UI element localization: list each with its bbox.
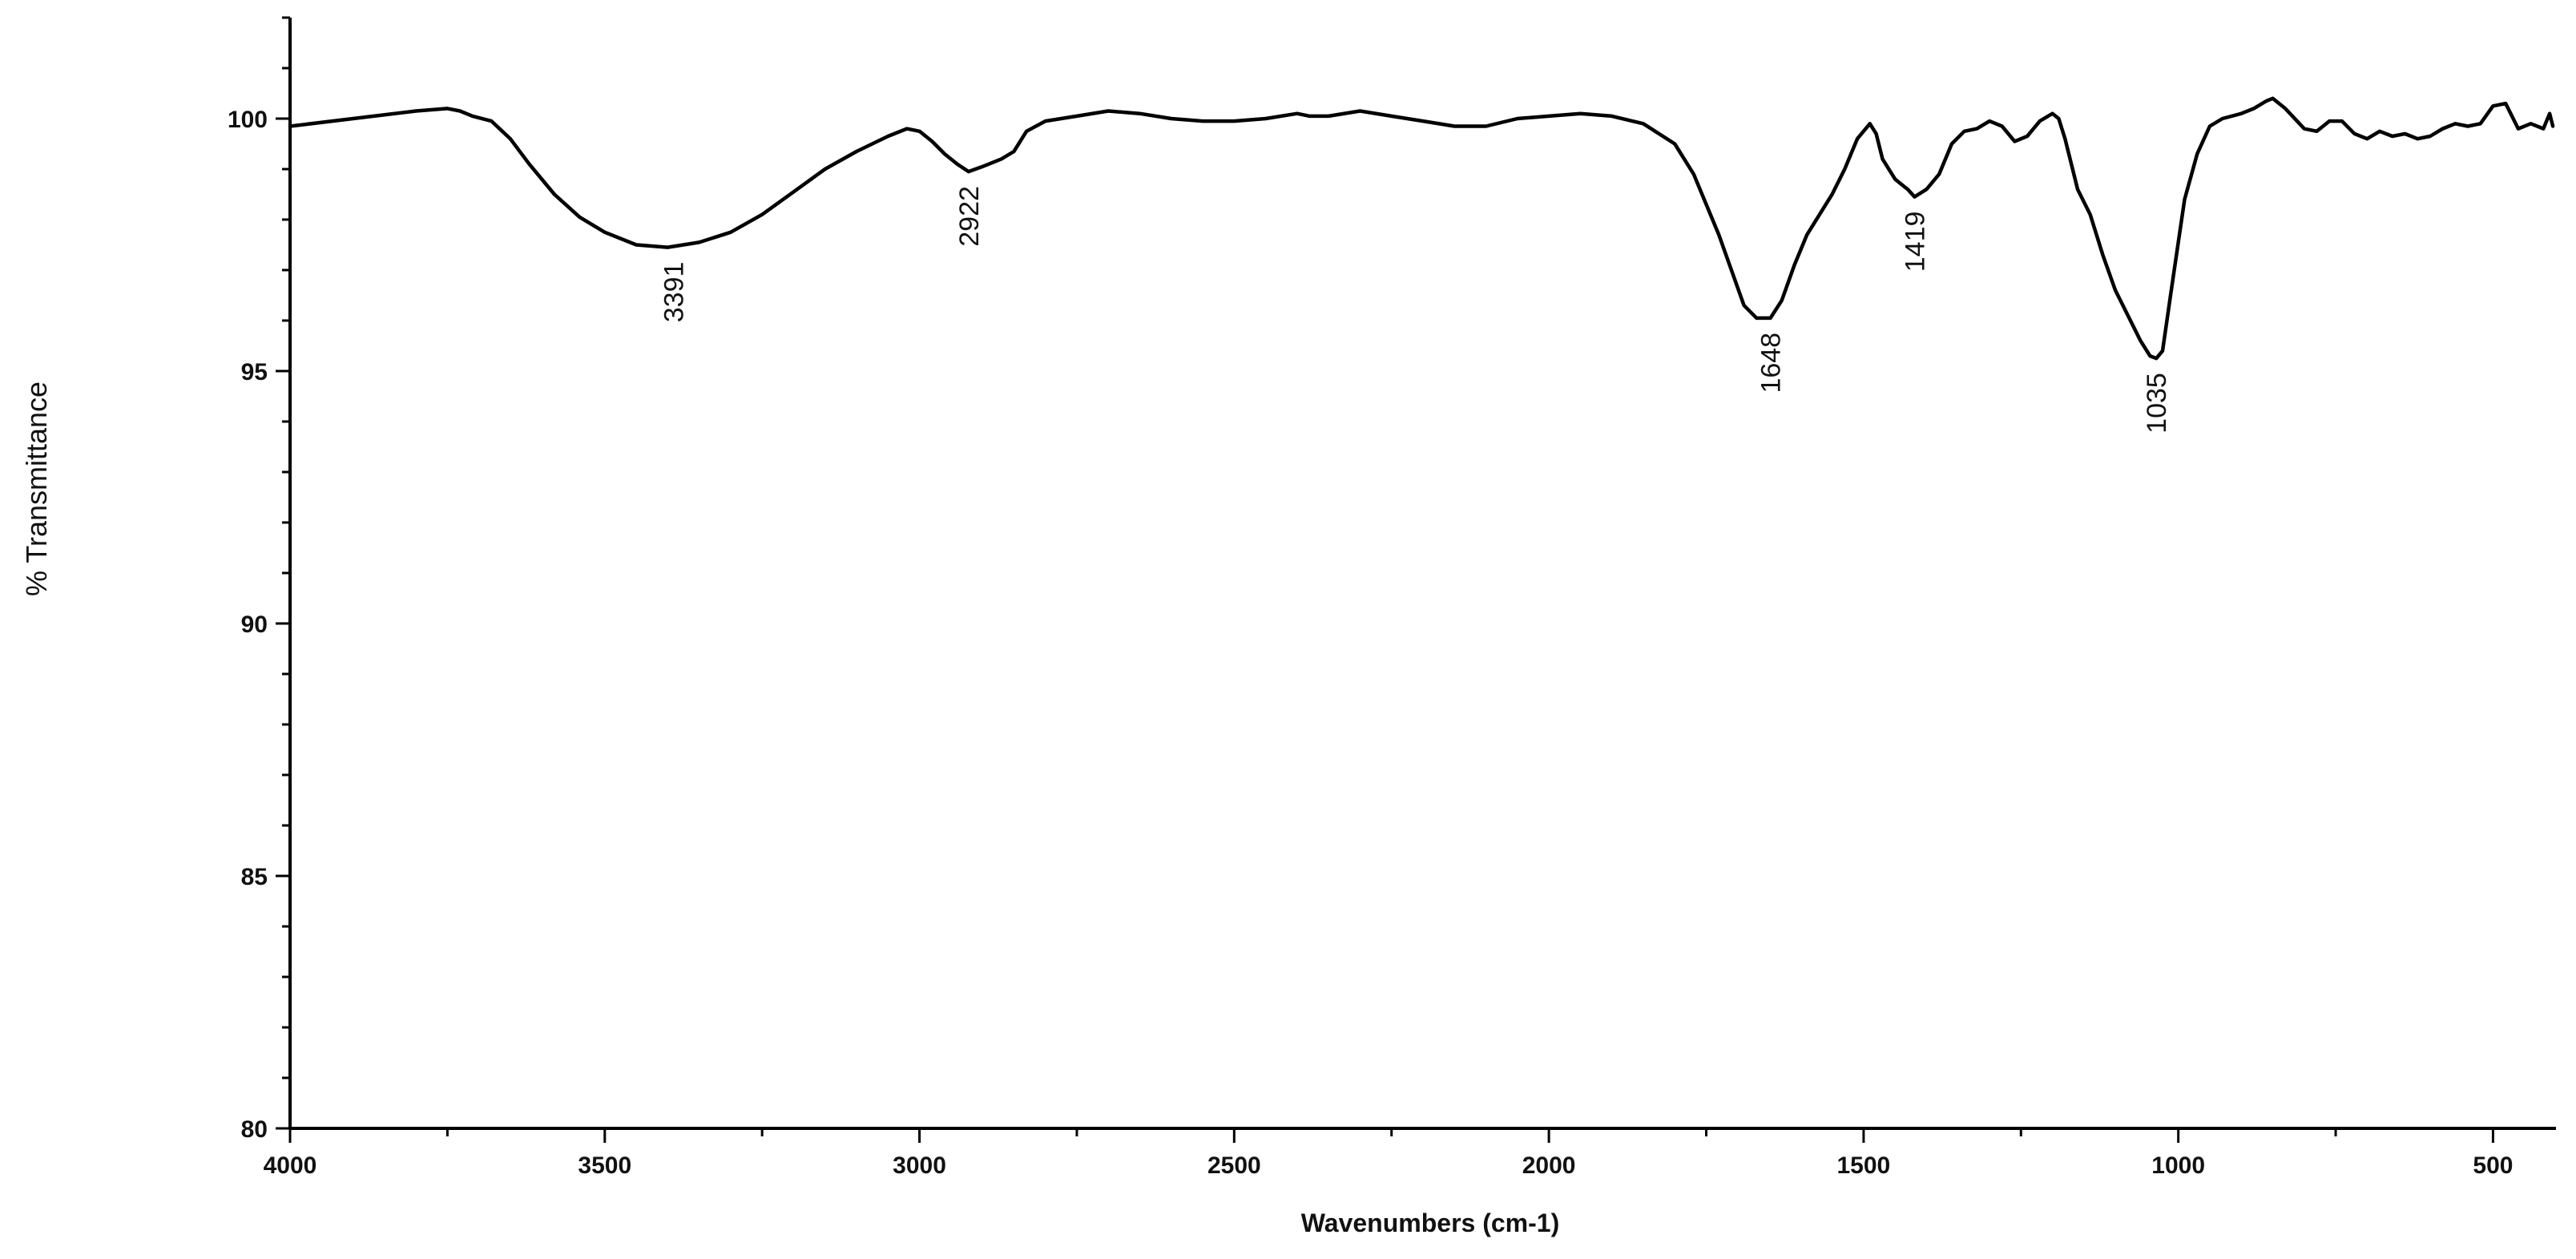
peak-label-2922: 2922	[954, 186, 985, 247]
y-tick-label: 100	[228, 107, 268, 133]
y-axis: 80 85 90 95 100	[228, 16, 290, 1143]
series-layer	[288, 96, 2555, 361]
peak-label-1648: 1648	[1756, 333, 1787, 393]
peak-label-1035: 1035	[2142, 373, 2172, 434]
spectrum-line	[288, 96, 2555, 361]
x-axis: 4000 3500 3000 2500 2000 1500 1000 500	[264, 1128, 2513, 1179]
x-tick-label: 2000	[1522, 1152, 1576, 1179]
x-tick-label: 3000	[893, 1152, 946, 1179]
y-tick-label: 80	[241, 1116, 268, 1143]
x-axis-title: Wavenumbers (cm-1)	[1301, 1209, 1559, 1237]
y-tick-label: 85	[241, 864, 268, 890]
y-tick-label: 90	[241, 611, 268, 638]
x-tick-label: 2500	[1207, 1152, 1261, 1179]
peak-annotations: 3391 2922 1648 1419 1035	[659, 186, 2172, 434]
x-tick-label: 1500	[1837, 1152, 1891, 1179]
x-tick-label: 4000	[264, 1152, 317, 1179]
y-axis-title: % Transmittance	[20, 381, 53, 596]
x-tick-label: 1000	[2151, 1152, 2205, 1179]
x-tick-label: 3500	[578, 1152, 631, 1179]
peak-label-3391: 3391	[659, 262, 689, 323]
y-tick-label: 95	[241, 359, 268, 385]
x-tick-label: 500	[2473, 1152, 2513, 1179]
peak-label-1419: 1419	[1901, 212, 1931, 272]
